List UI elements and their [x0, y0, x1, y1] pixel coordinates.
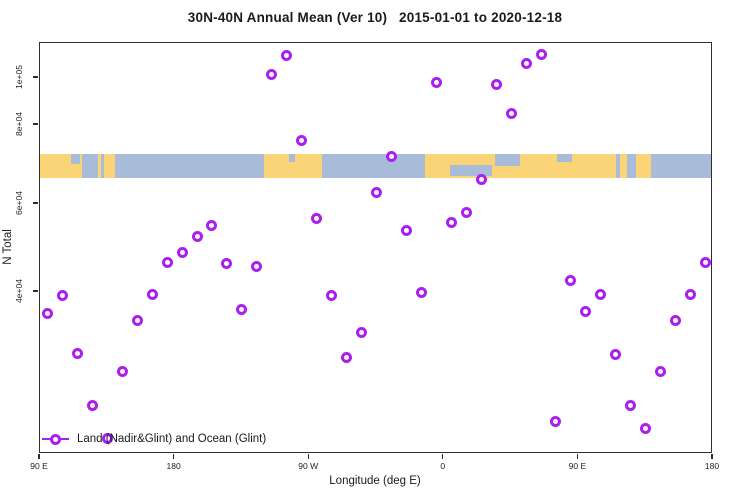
- y-axis-title: N Total: [2, 229, 14, 265]
- data-point: [191, 230, 203, 242]
- data-point: [430, 77, 442, 89]
- data-point: [236, 303, 248, 315]
- legend-label: Land (Nadir&Glint) and Ocean (Glint): [77, 433, 267, 445]
- chart-title: 30N-40N Annual Mean (Ver 10) 2015-01-01 …: [187, 10, 563, 25]
- land-segment: [104, 153, 115, 179]
- y-tick-mark: [33, 76, 38, 78]
- data-point: [505, 108, 517, 120]
- legend-circle-icon: [50, 433, 61, 445]
- legend-line-marker: [42, 433, 69, 445]
- data-point: [221, 258, 233, 270]
- data-point: [356, 327, 368, 339]
- data-point: [146, 288, 158, 300]
- data-point: [281, 50, 293, 62]
- x-tick-label: 90 W: [298, 461, 319, 471]
- data-point: [655, 365, 667, 377]
- data-point: [176, 247, 188, 259]
- legend: Land (Nadir&Glint) and Ocean (Glint): [42, 431, 266, 447]
- x-axis-title: Longitude (deg E): [329, 475, 421, 487]
- map-band: [40, 153, 711, 179]
- ocean-patch: [289, 153, 295, 163]
- ocean-patch: [557, 153, 573, 163]
- data-point: [161, 257, 173, 269]
- data-point: [640, 423, 652, 435]
- x-tick-label: 0: [440, 461, 446, 471]
- y-tick-label: 4e+04: [14, 279, 24, 303]
- ocean-patch: [494, 153, 521, 167]
- data-point: [565, 274, 577, 286]
- data-point: [625, 399, 637, 411]
- data-point: [400, 225, 412, 237]
- data-point: [550, 416, 562, 428]
- data-point: [610, 348, 622, 360]
- data-point: [445, 217, 457, 229]
- data-point: [685, 288, 697, 300]
- data-point: [371, 186, 382, 198]
- data-point: [341, 351, 353, 363]
- data-point: [520, 58, 532, 70]
- data-point: [101, 432, 113, 444]
- data-point: [116, 365, 128, 377]
- y-tick-label: 1e+05: [14, 65, 24, 89]
- data-point: [266, 69, 278, 81]
- x-tick-mark: [307, 454, 309, 459]
- y-tick-label: 6e+04: [14, 191, 24, 215]
- data-point: [56, 289, 68, 301]
- land-segment: [636, 153, 652, 179]
- land-segment: [620, 153, 628, 179]
- data-point: [311, 213, 323, 225]
- x-tick-mark: [711, 454, 713, 459]
- x-tick-label: 90 E: [30, 461, 48, 471]
- x-tick-mark: [38, 454, 40, 459]
- data-point: [326, 290, 338, 302]
- data-point: [535, 49, 547, 61]
- y-tick-mark: [33, 123, 38, 125]
- x-tick-label: 90 E: [568, 461, 587, 471]
- x-tick-mark: [442, 454, 444, 459]
- x-tick-label: 180: [704, 461, 720, 471]
- data-point: [670, 314, 682, 326]
- y-tick-mark: [33, 290, 38, 292]
- data-point: [296, 135, 308, 147]
- data-point: [490, 78, 502, 90]
- data-point: [580, 306, 592, 318]
- data-point: [385, 151, 397, 163]
- land-segment: [98, 153, 102, 179]
- ocean-patch: [450, 164, 492, 176]
- data-point: [460, 207, 472, 219]
- data-point: [41, 307, 53, 319]
- data-point: [475, 173, 487, 185]
- y-tick-label: 8e+04: [14, 112, 24, 136]
- x-tick-mark: [172, 454, 175, 459]
- x-tick-mark: [576, 454, 579, 459]
- data-point: [86, 400, 98, 412]
- ocean-patch: [71, 153, 81, 164]
- y-tick-mark: [33, 202, 38, 204]
- data-point: [206, 220, 218, 232]
- data-point: [595, 288, 607, 300]
- plot-area: Land (Nadir&Glint) and Ocean (Glint): [39, 42, 712, 453]
- data-point: [415, 287, 427, 299]
- data-point: [251, 260, 263, 272]
- x-tick-label: 180: [166, 461, 181, 471]
- data-point: [71, 347, 83, 359]
- data-point: [131, 314, 143, 326]
- data-point: [700, 256, 712, 268]
